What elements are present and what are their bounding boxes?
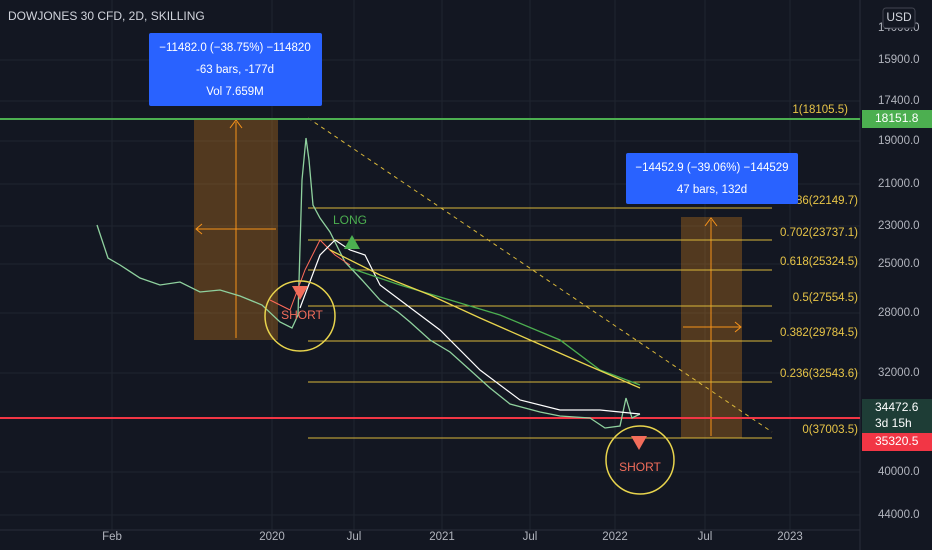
currency-label[interactable]: USD <box>886 10 912 24</box>
price-tag <box>862 110 932 128</box>
y-tick-label: 40000.0 <box>878 466 920 478</box>
measure-box <box>626 153 798 204</box>
y-tick-label: 44000.0 <box>878 509 920 521</box>
price-tag-label: 34472.6 <box>875 400 919 414</box>
short-marker <box>631 436 647 450</box>
arrow <box>683 321 742 333</box>
x-tick-label: 2023 <box>777 531 803 543</box>
fib-label: 0.618(25324.5) <box>780 256 858 268</box>
y-tick-label: 17400.0 <box>878 95 920 107</box>
moving-average <box>329 249 641 389</box>
x-tick-label: 2020 <box>259 531 285 543</box>
price-tag <box>862 433 932 451</box>
moving-average <box>299 239 641 415</box>
long-marker <box>344 235 360 249</box>
fib-label: 0.702(23737.1) <box>780 227 858 239</box>
measure-text: -63 bars, -177d <box>196 64 274 76</box>
fib-label: 0.236(32543.6) <box>780 368 858 380</box>
signal-circle <box>605 425 675 495</box>
ribbon <box>269 239 351 311</box>
fib-label: 0.5(27554.5) <box>793 292 858 304</box>
currency-button[interactable] <box>882 7 916 29</box>
y-tick-label: 32000.0 <box>878 367 920 379</box>
fib-label: 0.382(29784.5) <box>780 327 858 339</box>
x-tick-label: Jul <box>698 531 713 543</box>
short-label: SHORT <box>619 460 661 474</box>
short-label: SHORT <box>281 308 323 322</box>
measure-text: −11482.0 (−38.75%) −114820 <box>159 42 310 54</box>
x-tick-label: 2021 <box>429 531 455 543</box>
signal-circle <box>264 280 336 352</box>
fib-label: 0.786(22149.7) <box>780 195 858 207</box>
y-tick-label: 28000.0 <box>878 307 920 319</box>
price-tag-label: 35320.5 <box>875 434 919 448</box>
measure-text: Vol 7.659M <box>206 86 264 98</box>
measure-text: −14452.9 (−39.06%) −144529 <box>635 162 788 174</box>
y-tick-label: 15900.0 <box>878 54 920 66</box>
price-tag-label: 18151.8 <box>875 111 919 125</box>
y-tick-label: 21000.0 <box>878 178 920 190</box>
long-label: LONG <box>333 213 367 227</box>
fib-lines <box>308 207 772 439</box>
countdown-label: 3d 15h <box>875 416 912 430</box>
x-tick-label: Feb <box>102 531 122 543</box>
fib-label: 1(18105.5) <box>792 104 848 116</box>
x-tick-label: Jul <box>523 531 538 543</box>
fib-label: 0(37003.5) <box>802 424 858 436</box>
y-tick-label: 23000.0 <box>878 220 920 232</box>
trend-line <box>307 117 773 433</box>
arrow <box>195 223 276 235</box>
y-tick-label: 25000.0 <box>878 258 920 270</box>
y-tick-label: 19000.0 <box>878 135 920 147</box>
symbol-title: DOWJONES 30 CFD, 2D, SKILLING <box>8 9 205 23</box>
price-tag <box>862 399 932 433</box>
price-series <box>96 137 641 429</box>
measure-text: 47 bars, 132d <box>677 184 747 196</box>
x-tick-label: 2022 <box>602 531 628 543</box>
short-marker <box>292 286 308 300</box>
measure-box <box>149 33 322 106</box>
x-tick-label: Jul <box>347 531 362 543</box>
arrow <box>704 217 718 227</box>
